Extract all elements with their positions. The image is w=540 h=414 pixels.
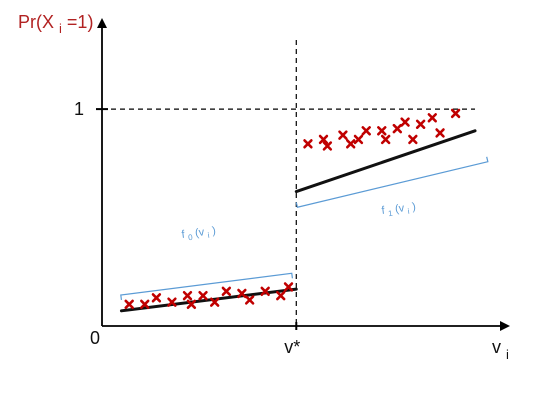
segment-label-f0-base: f [181,229,186,241]
segment-label-f1-arg-subscript: i [407,207,410,216]
segment-label-f1-open: (v [394,202,405,215]
segment-label-f0: f 0 (v i ) [181,225,217,244]
x-axis-label: v i [492,337,509,362]
scatter-point-f1-2 [322,141,333,151]
segment-label-f0-arg-subscript: i [207,231,210,240]
scatter-point-f0-13 [283,282,294,292]
y-axis-label-subscript: i [59,21,62,36]
scatter-point-f0-2 [151,293,162,303]
scatter-points [124,108,461,310]
y-tick-label: 1 [74,99,84,119]
scatter-point-f0-1 [140,299,150,310]
scatter-point-f1-6 [361,126,371,136]
origin-label: 0 [90,328,100,348]
y-axis-label-prefix: Pr(X [18,12,54,32]
scatter-point-f1-7 [377,126,387,136]
x-axis-arrowhead [500,321,510,331]
scatter-point-f1-4 [345,139,356,149]
scatter-point-f0-10 [244,295,255,305]
y-axis-label-suffix: =1) [67,12,94,32]
y-axis-label: Pr(X i =1) [18,12,93,37]
scatter-point-f0-3 [167,297,177,307]
scatter-point-f0-7 [209,297,220,307]
scatter-point-f0-11 [260,286,270,296]
segment-label-f0-open: (v [194,226,205,239]
scatter-point-f0-0 [124,299,134,310]
segment-label-f1: f 1 (v i ) [381,201,417,220]
bracket-f1 [295,156,489,208]
scatter-point-f0-8 [221,286,232,296]
segment-label-f1-base: f [381,205,386,217]
scatter-point-f0-9 [237,288,247,299]
segment-label-f0-subscript: 0 [188,233,194,243]
fit-line-f1 [294,129,477,194]
scatter-point-f1-13 [427,113,437,123]
scatter-point-f1-14 [435,128,445,138]
scatter-point-f0-4 [182,290,193,301]
scatter-point-f1-1 [318,134,329,145]
y-axis-arrowhead [97,18,107,28]
fit-lines [119,129,477,313]
segment-label-f1-close: ) [411,201,416,213]
scatter-point-f1-9 [392,123,403,134]
scatter-point-f1-15 [450,108,461,119]
segment-label-f1-subscript: 1 [388,209,394,219]
scatter-point-f1-11 [408,134,418,145]
segment-brackets [120,156,489,301]
scatter-point-f1-5 [353,134,364,145]
scatter-point-f0-5 [186,299,197,310]
scatter-point-f1-8 [380,134,391,145]
x-axis-label-subscript: i [506,347,509,362]
bracket-f0 [120,272,293,301]
scatter-point-f0-6 [198,290,208,301]
scatter-point-f1-0 [303,139,313,149]
segment-label-f0-close: ) [211,225,216,237]
x-axis-label-base: v [492,337,501,357]
scatter-point-f1-3 [338,130,348,140]
cutoff-label: v* [284,337,300,357]
scatter-point-f1-12 [415,119,426,129]
scatter-point-f0-12 [276,290,286,301]
scatter-point-f1-10 [400,117,410,127]
